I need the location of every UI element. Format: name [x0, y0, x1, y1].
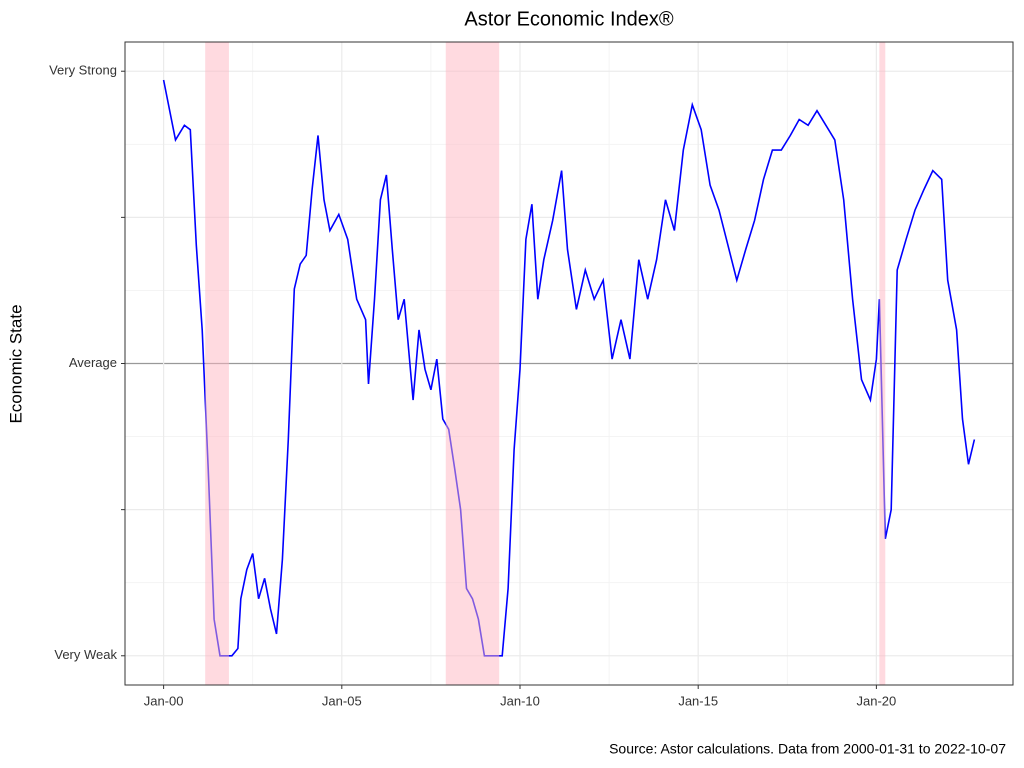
x-tick-label: Jan-20: [857, 693, 897, 708]
data-line: [162, 79, 976, 657]
recession-band: [879, 42, 886, 685]
x-tick-label: Jan-15: [678, 693, 718, 708]
chart-title: Astor Economic Index®: [464, 8, 674, 30]
plot-border: [124, 41, 1014, 686]
x-tick-label: Jan-10: [500, 693, 540, 708]
recession-band: [445, 42, 500, 685]
y-axis-label: Economic State: [6, 304, 25, 423]
y-tick-label: Very Strong: [49, 63, 117, 78]
x-tick-label: Jan-00: [144, 693, 184, 708]
y-tick-label: Very Weak: [54, 647, 117, 662]
recession-band: [205, 42, 229, 685]
x-tick-label: Jan-05: [322, 693, 362, 708]
y-tick-label: Average: [69, 355, 117, 370]
source-note: Source: Astor calculations. Data from 20…: [609, 741, 1006, 757]
